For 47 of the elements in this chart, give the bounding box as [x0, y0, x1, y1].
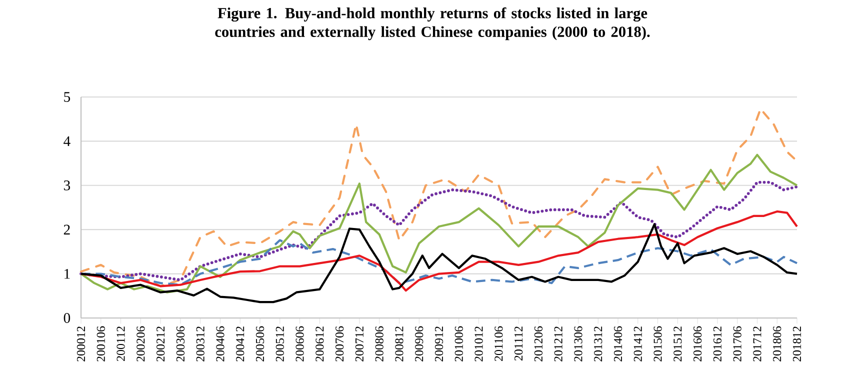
- y-tick-label: 1: [64, 268, 70, 279]
- x-tick-label: 201106: [494, 326, 503, 361]
- x-tick-label: 201806: [773, 326, 782, 362]
- y-tick-label: 0: [64, 313, 70, 323]
- x-tick-label: 200406: [216, 326, 224, 362]
- line-series: [80, 180, 798, 282]
- line-series: [80, 239, 798, 286]
- x-tick-label: 201312: [594, 326, 602, 362]
- x-tick-label: 201212: [554, 326, 562, 362]
- x-tick-label: 201206: [534, 326, 542, 362]
- x-tick-label: 200906: [415, 326, 424, 362]
- x-tick-label: 201606: [693, 326, 702, 362]
- x-tick-label: 201612: [713, 326, 722, 362]
- x-tick-label: 201712: [753, 326, 762, 362]
- x-tick-label: 200506: [256, 326, 264, 362]
- x-tick-label: 200912: [434, 326, 444, 362]
- x-tick-label: 201812: [792, 326, 802, 362]
- x-tick-label: 200812: [395, 326, 404, 362]
- x-tick-label: 200306: [176, 326, 185, 362]
- x-tick-label: 201512: [674, 326, 682, 362]
- x-tick-label: 200212: [156, 326, 165, 362]
- x-tick-label: 201506: [654, 326, 662, 362]
- x-tick-label: 200112: [116, 326, 125, 361]
- x-tick-label: 201412: [634, 326, 642, 362]
- x-tick-label: 200606: [296, 326, 304, 362]
- x-tick-label: 201006: [454, 326, 463, 362]
- x-tick-label: 200206: [136, 326, 145, 362]
- y-tick-label: 5: [64, 92, 70, 102]
- line-series: [80, 154, 798, 294]
- x-tick-label: 200412: [236, 326, 244, 362]
- x-tick-label: 201012: [474, 326, 483, 362]
- y-tick-label: 2: [64, 224, 70, 234]
- x-tick-label: 201306: [574, 326, 582, 362]
- x-tick-label: 201112: [514, 326, 523, 361]
- y-tick-label: 3: [64, 180, 70, 190]
- x-tick-label: 200612: [316, 326, 324, 362]
- x-tick-label: 200712: [355, 326, 364, 362]
- x-tick-label: 200012: [76, 326, 86, 362]
- x-tick-label: 201406: [614, 326, 622, 362]
- y-tick-label: 4: [64, 136, 70, 146]
- x-tick-label: 200706: [336, 326, 344, 362]
- chart-title: Figure 1. Buy-and-hold monthly returns of stocks listed in large countries and externally listed Chinese companies (2000 to 2018).: [215, 7, 650, 40]
- x-tick-label: 200106: [96, 326, 105, 362]
- x-tick-label: 200806: [375, 326, 384, 362]
- x-tick-label: 200512: [276, 326, 284, 362]
- x-tick-label: 200312: [196, 326, 204, 362]
- x-tick-label: 201706: [733, 326, 742, 362]
